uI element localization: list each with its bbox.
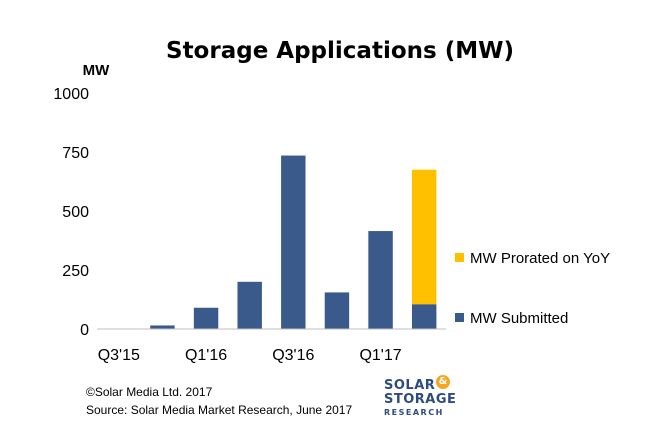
legend-swatch [455, 253, 464, 262]
y-tick-label: 750 [62, 145, 89, 162]
logo-line-research: RESEARCH [384, 408, 444, 417]
source-note: Source: Solar Media Market Research, Jun… [86, 403, 353, 417]
bar-submitted [411, 304, 437, 329]
legend-label: MW Submitted [470, 310, 568, 327]
legend-swatch [455, 313, 464, 322]
y-tick-label: 0 [80, 322, 89, 339]
logo-line-storage: STORAGE [384, 392, 457, 407]
x-tick-label: Q3'15 [98, 347, 140, 364]
bar-submitted [281, 155, 306, 329]
copyright-note: ©Solar Media Ltd. 2017 [86, 385, 213, 399]
logo-ampersand-icon: & [436, 375, 450, 389]
y-tick-label: 500 [62, 204, 89, 221]
solar-storage-research-logo: SOLAR & STORAGE RESEARCH [384, 375, 464, 422]
x-tick-label: Q1'16 [185, 347, 227, 364]
x-tick-label: Q3'16 [272, 347, 314, 364]
chart-title: Storage Applications (MW) [166, 38, 514, 64]
y-axis-label: MW [83, 62, 110, 79]
logo-line-solar: SOLAR [384, 378, 436, 393]
bar-submitted [193, 307, 219, 329]
bar-submitted [368, 231, 393, 329]
bar-submitted [324, 292, 350, 329]
bar-submitted [150, 325, 175, 329]
y-tick-label: 250 [62, 263, 89, 280]
y-tick-label: 1000 [53, 86, 89, 103]
bar-submitted [237, 281, 262, 329]
legend-label: MW Prorated on YoY [470, 250, 610, 267]
bar-prorated [411, 169, 437, 305]
x-tick-label: Q1'17 [359, 347, 401, 364]
